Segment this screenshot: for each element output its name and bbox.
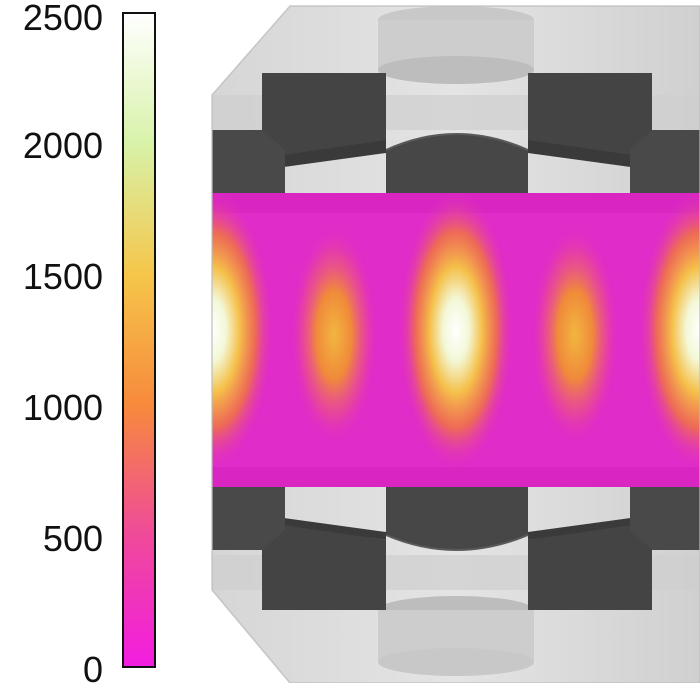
- field-lobe: [212, 190, 274, 470]
- ghost-cylinder: [378, 56, 534, 84]
- dark-block: [528, 73, 652, 165]
- dark-block: [212, 487, 285, 550]
- dark-block: [386, 487, 528, 550]
- dark-block: [262, 520, 386, 610]
- colorbar-tick: 500: [42, 518, 103, 559]
- housing-outline: [211, 5, 700, 683]
- dark-block: [528, 520, 652, 610]
- dark-block: [386, 134, 528, 193]
- colorbar-tick: 2500: [22, 0, 103, 38]
- field-lobe: [290, 225, 378, 445]
- ghost-cylinder: [378, 648, 534, 676]
- field-lobe: [531, 225, 619, 445]
- colorbar-tick: 1000: [22, 387, 103, 428]
- dark-block: [630, 130, 700, 193]
- field-lobe: [638, 190, 700, 470]
- dark-block: [212, 130, 285, 193]
- colorbar-tick: 0: [82, 649, 103, 690]
- dark-block: [630, 487, 700, 550]
- colorbar-tick: 2000: [22, 125, 103, 166]
- colorbar-tick: 1500: [22, 256, 103, 297]
- colorbar: [122, 12, 156, 668]
- field-lobe: [398, 190, 514, 470]
- dark-block: [262, 73, 386, 165]
